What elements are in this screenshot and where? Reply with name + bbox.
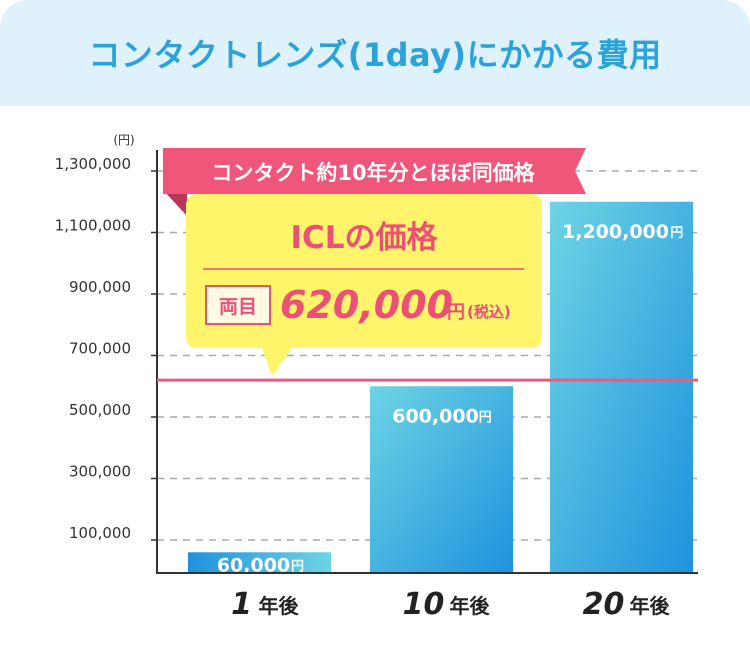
x-category-label: 20 bbox=[583, 587, 625, 622]
icl-callout: コンタクト約10年分とほぼ同価格 ICLの価格 両目 620,000 円 (税込… bbox=[163, 148, 586, 376]
axis-layer: 100,000 300,000 500,000 700,000 900,000 1,100… bbox=[55, 133, 698, 622]
x-category-label: 10 bbox=[403, 587, 445, 622]
ribbon-shape bbox=[163, 148, 586, 194]
icl-price: 620,000 bbox=[280, 283, 453, 327]
badge-text: 両目 bbox=[219, 296, 257, 318]
x-category-label: 1 bbox=[231, 587, 252, 622]
icl-price-note: (税込) bbox=[467, 303, 511, 321]
x-category-suffix: 年後 bbox=[630, 594, 671, 618]
y-tick-label: 700,000 bbox=[69, 340, 131, 358]
x-category-suffix: 年後 bbox=[259, 594, 300, 618]
ribbon-text: コンタクト約10年分とほぼ同価格 bbox=[211, 161, 535, 185]
bar bbox=[370, 386, 513, 573]
y-tick-label: 500,000 bbox=[69, 401, 131, 419]
y-unit-label: (円) bbox=[113, 133, 134, 147]
bar-value-unit: 円 bbox=[291, 559, 304, 574]
ribbon-fold bbox=[163, 190, 187, 216]
y-tick-label: 100,000 bbox=[69, 524, 131, 542]
x-category-suffix: 年後 bbox=[450, 594, 491, 618]
y-tick-label: 1,100,000 bbox=[55, 217, 131, 235]
y-tick-label: 900,000 bbox=[69, 278, 131, 296]
y-tick-label: 300,000 bbox=[69, 463, 131, 481]
y-tick-label: 1,300,000 bbox=[55, 155, 131, 173]
bar bbox=[188, 552, 331, 573]
bar-value-label: 600,000 bbox=[392, 405, 479, 427]
badge-box bbox=[205, 285, 271, 325]
bar-value-label: 60,000 bbox=[217, 554, 290, 576]
bar-value-unit: 円 bbox=[670, 226, 683, 241]
bar-value-label: 1,200,000 bbox=[562, 221, 669, 243]
chart-title: コンタクトレンズ(1day)にかかる費用 bbox=[88, 36, 662, 74]
bar-value-unit: 円 bbox=[479, 410, 492, 425]
callout-title: ICLの価格 bbox=[290, 220, 438, 256]
icl-price-unit: 円 bbox=[447, 302, 465, 323]
callout-bubble bbox=[186, 194, 542, 376]
bar bbox=[550, 201, 693, 573]
header-banner: コンタクトレンズ(1day)にかかる費用 bbox=[0, 0, 750, 106]
